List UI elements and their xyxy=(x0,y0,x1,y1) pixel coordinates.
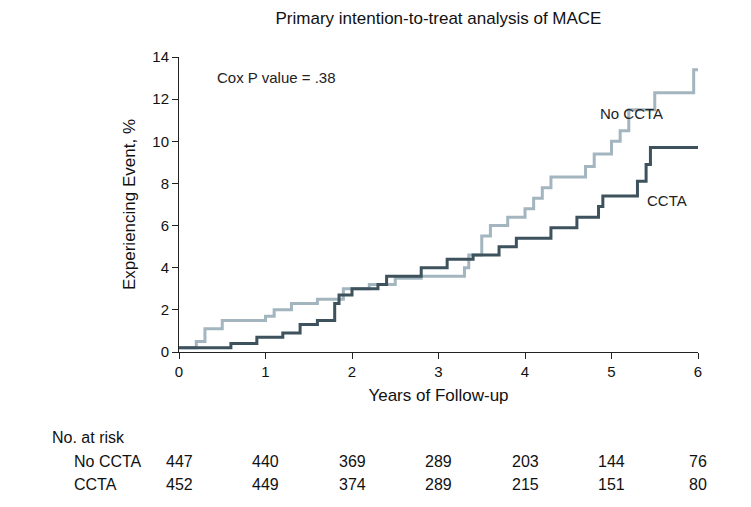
svg-text:447: 447 xyxy=(166,453,193,470)
svg-text:449: 449 xyxy=(252,476,279,493)
svg-text:4: 4 xyxy=(161,259,169,276)
svg-text:1: 1 xyxy=(261,363,269,380)
svg-text:14: 14 xyxy=(152,48,169,65)
svg-text:No CCTA: No CCTA xyxy=(600,105,663,122)
svg-text:12: 12 xyxy=(152,90,169,107)
svg-text:289: 289 xyxy=(425,453,452,470)
svg-text:CCTA: CCTA xyxy=(647,192,687,209)
svg-text:76: 76 xyxy=(689,453,707,470)
svg-text:80: 80 xyxy=(689,476,707,493)
svg-text:374: 374 xyxy=(339,476,366,493)
svg-text:203: 203 xyxy=(512,453,539,470)
svg-text:6: 6 xyxy=(161,217,169,234)
svg-text:289: 289 xyxy=(425,476,452,493)
svg-text:215: 215 xyxy=(512,476,539,493)
svg-text:Primary intention-to-treat ana: Primary intention-to-treat analysis of M… xyxy=(276,9,602,28)
svg-text:0: 0 xyxy=(161,343,169,360)
svg-text:10: 10 xyxy=(152,133,169,150)
svg-text:8: 8 xyxy=(161,175,169,192)
svg-text:CCTA: CCTA xyxy=(74,476,117,493)
svg-text:440: 440 xyxy=(252,453,279,470)
svg-text:452: 452 xyxy=(166,476,193,493)
svg-text:151: 151 xyxy=(598,476,625,493)
svg-text:Cox P value = .38: Cox P value = .38 xyxy=(217,69,336,86)
svg-text:369: 369 xyxy=(339,453,366,470)
svg-text:0: 0 xyxy=(175,363,183,380)
svg-text:4: 4 xyxy=(521,363,529,380)
svg-text:No CCTA: No CCTA xyxy=(74,453,142,470)
svg-text:3: 3 xyxy=(434,363,442,380)
svg-text:2: 2 xyxy=(161,301,169,318)
svg-text:5: 5 xyxy=(607,363,615,380)
svg-text:144: 144 xyxy=(598,453,625,470)
svg-text:6: 6 xyxy=(694,363,702,380)
svg-text:Experiencing Event, %: Experiencing Event, % xyxy=(120,119,139,290)
svg-text:No. at risk: No. at risk xyxy=(52,429,125,446)
svg-text:Years of Follow-up: Years of Follow-up xyxy=(368,386,508,405)
svg-text:2: 2 xyxy=(348,363,356,380)
